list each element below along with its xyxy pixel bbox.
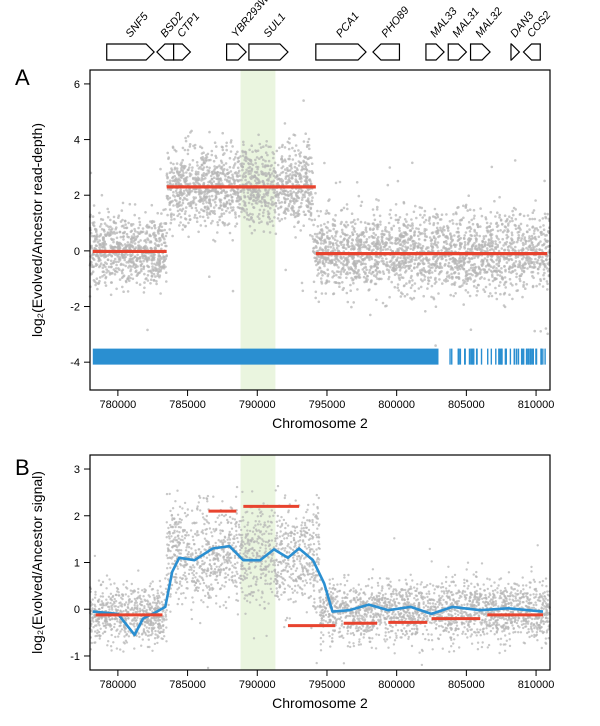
xtick-label: 780000 [100,679,137,691]
gene-arrow [249,44,288,60]
ytick-label: 0 [74,604,80,616]
gene-arrow [316,44,366,60]
scatter-points [89,99,551,347]
blue-track [93,349,439,365]
gene-arrow [511,44,519,60]
panel-label-A: A [15,65,30,90]
gene-arrow [107,44,154,60]
xtick-label: 800000 [378,399,415,411]
xtick-label: 790000 [239,399,276,411]
gene-arrow [426,44,444,60]
gene-arrow [174,44,191,60]
xtick-label: 780000 [100,399,137,411]
panel-label-B: B [15,455,30,480]
ytick-label: 2 [74,190,80,202]
xtick-label: 790000 [239,679,276,691]
gene-arrow [448,44,466,60]
xtick-label: 810000 [518,679,555,691]
xtick-label: 785000 [169,399,206,411]
gene-arrow [471,44,491,60]
ytick-label: 3 [74,464,80,476]
xtick-label: 800000 [378,679,415,691]
ytick-label: -2 [70,302,80,314]
ytick-label: 0 [74,246,80,258]
ytick-label: -4 [70,357,80,369]
gene-arrow [524,44,541,60]
highlight-band [241,70,276,390]
blue-track-ticks [450,349,545,365]
xtick-label: 810000 [518,399,555,411]
gene-label: SNF5 [124,10,152,40]
xtick-label: 795000 [309,679,346,691]
ytick-label: 4 [74,135,80,147]
gene-label: PHO89 [379,5,411,40]
xtick-label: 805000 [448,399,485,411]
xlabel: Chromosome 2 [272,415,368,431]
gene-arrow [227,44,247,60]
ylabel: log₂(Evolved/Ancestor read-depth) [29,123,45,337]
gene-arrow [157,44,174,60]
ytick-label: 2 [74,511,80,523]
ytick-label: 1 [74,558,80,570]
figure: SNF5BSD2CTP1YBR293WSUL1PCA1PHO89MAL33MAL… [0,0,600,726]
gene-label: PCA1 [334,10,362,40]
xtick-label: 795000 [309,399,346,411]
xlabel: Chromosome 2 [272,695,368,711]
xtick-label: 785000 [169,679,206,691]
ytick-label: -1 [70,651,80,663]
gene-arrow [373,44,399,60]
xtick-label: 805000 [448,679,485,691]
ytick-label: 6 [74,79,80,91]
ylabel: log₂(Evolved/Ancestor signal) [29,471,45,654]
gene-label: SUL1 [262,11,289,40]
